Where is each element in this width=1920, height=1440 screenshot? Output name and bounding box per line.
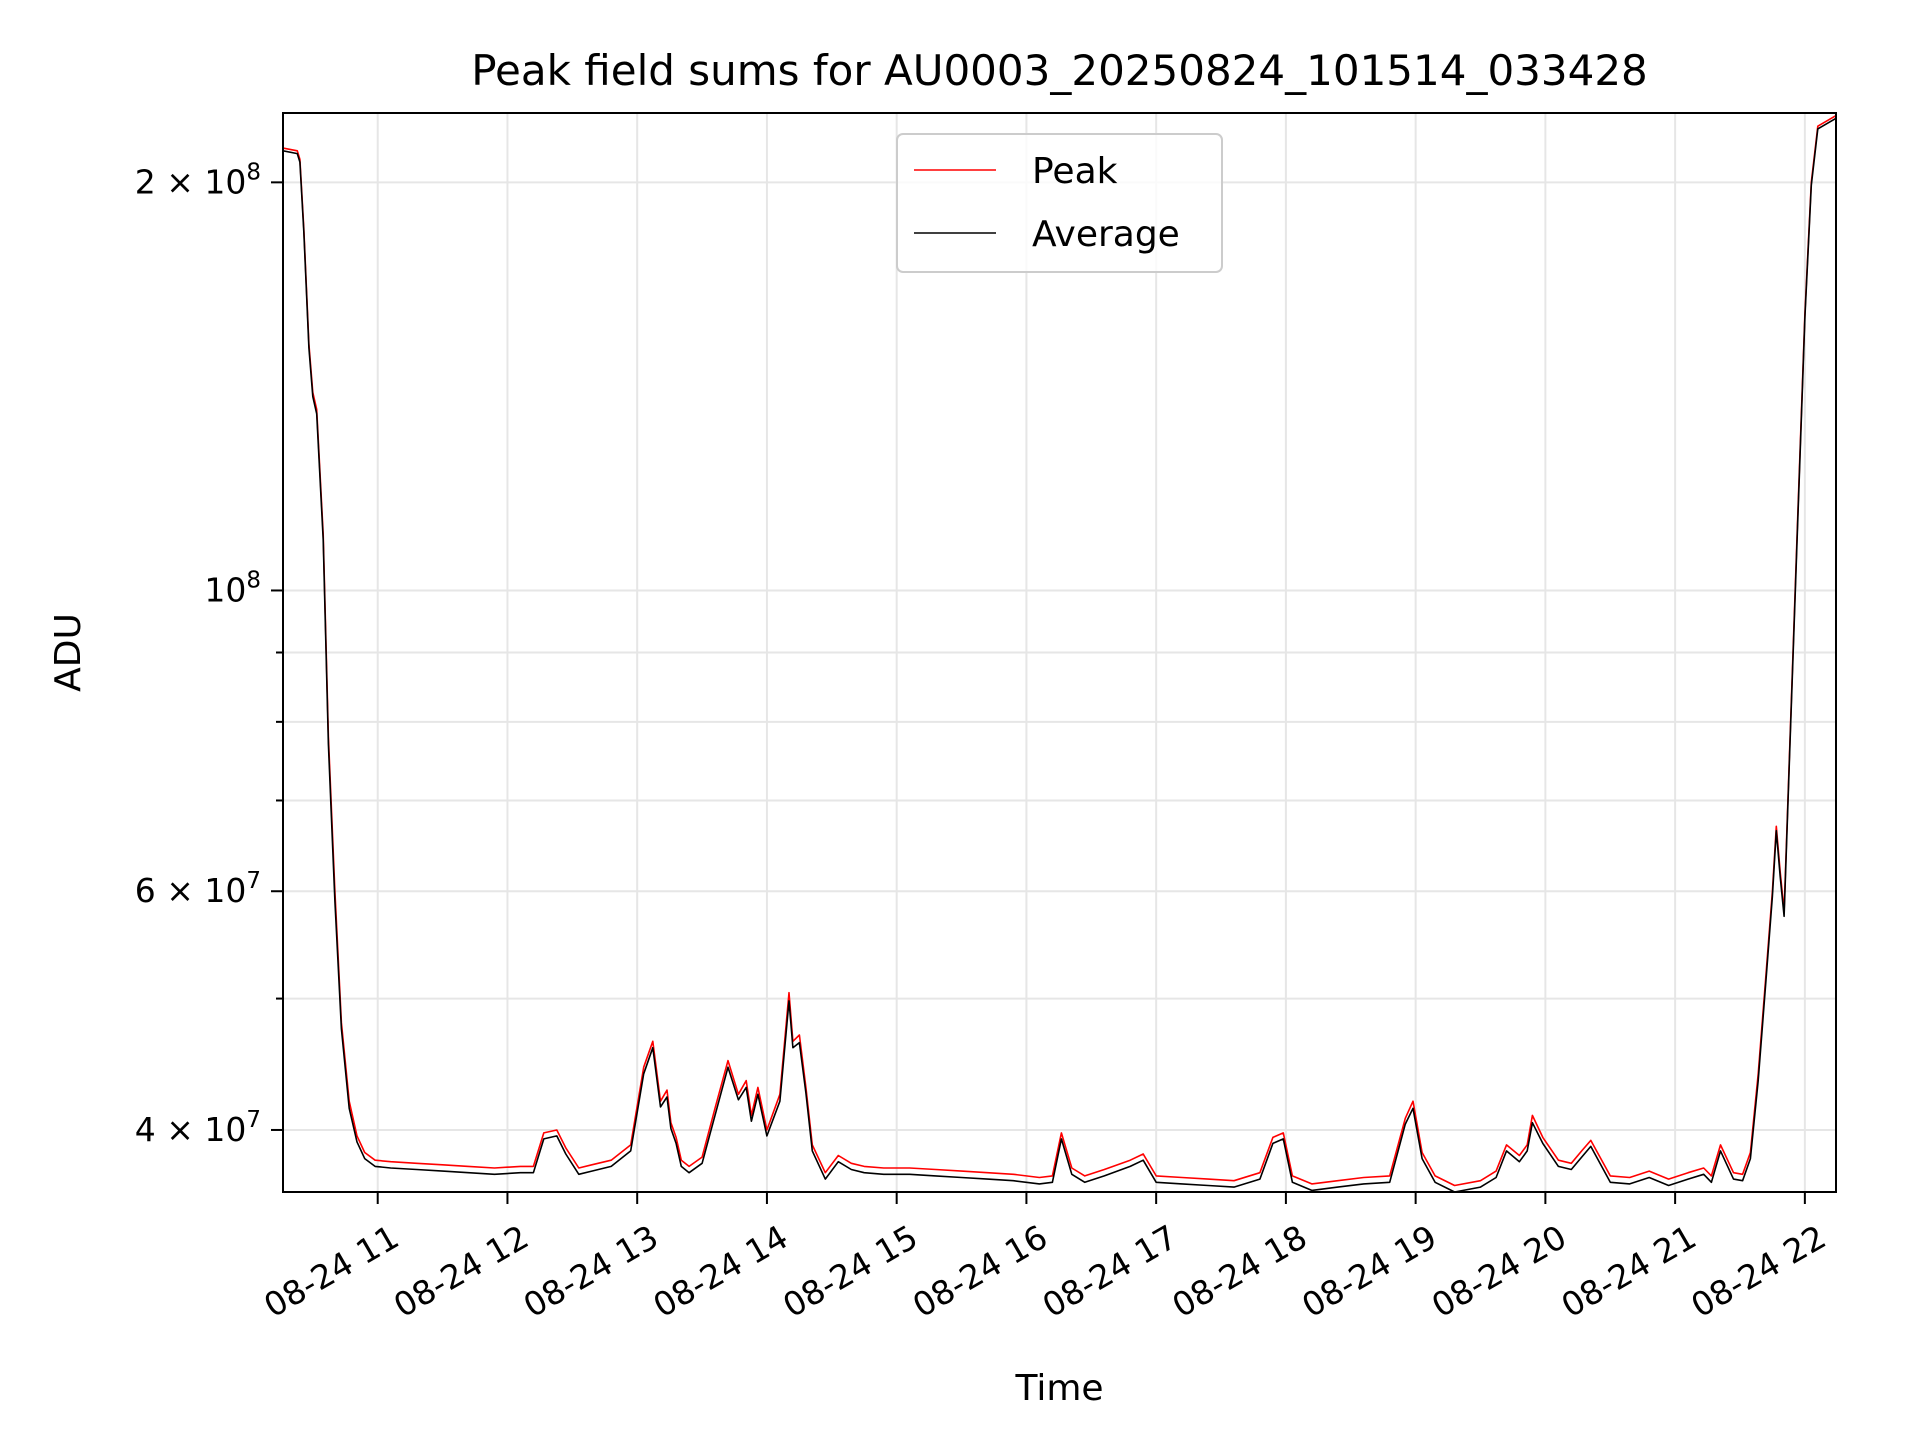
legend-box xyxy=(896,133,1223,273)
grid xyxy=(283,113,1836,1192)
series-line-average xyxy=(283,117,1836,1192)
chart-title: Peak field sums for AU0003_20250824_1015… xyxy=(471,46,1648,95)
series-line-peak xyxy=(283,114,1836,1187)
series-group xyxy=(283,114,1836,1192)
x-axis-label: Time xyxy=(1014,1368,1103,1409)
y-tick-label: 6 × 107 xyxy=(135,868,261,910)
legend: Peak Average xyxy=(896,133,1223,273)
y-tick-label: 2 × 108 xyxy=(135,159,261,201)
y-tick-label: 4 × 107 xyxy=(135,1107,261,1149)
legend-label-peak: Peak xyxy=(1032,151,1118,192)
y-tick-label: 108 xyxy=(204,567,261,609)
legend-label-average: Average xyxy=(1032,214,1180,255)
y-axis-label: ADU xyxy=(48,613,89,692)
